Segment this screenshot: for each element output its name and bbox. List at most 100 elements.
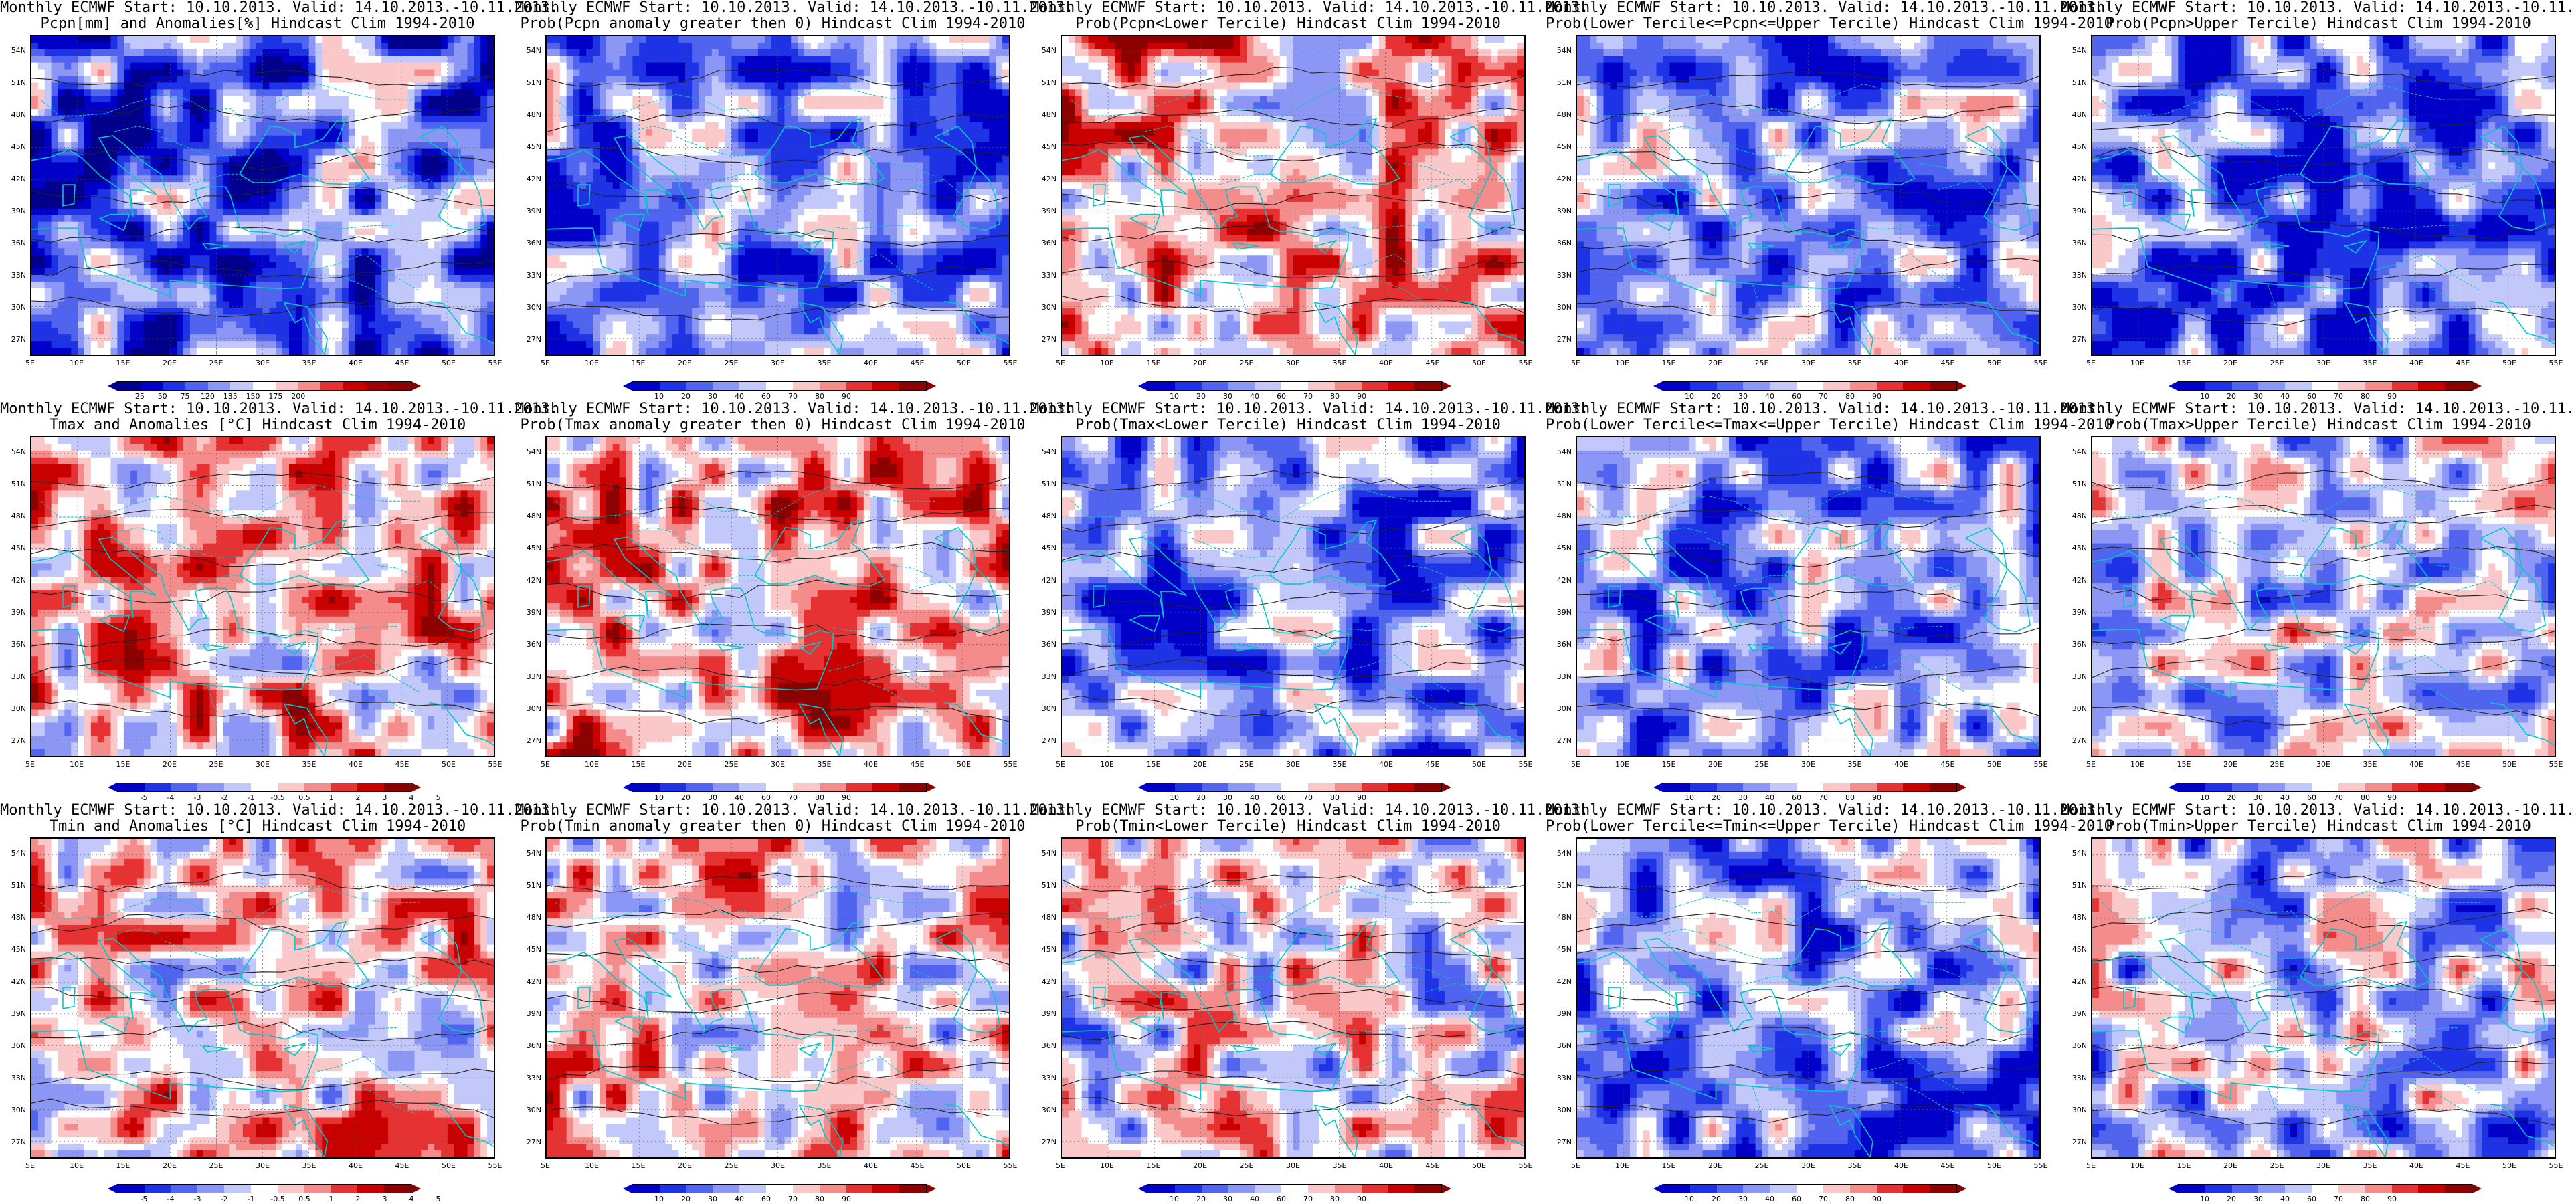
colorbar-swatch [1689,783,1717,791]
colorbar-tick-label: 10 [2191,1195,2218,1203]
colorbar-swatch [2391,783,2419,791]
panel-title-line1: Monthly ECMWF Start: 10.10.2013. Valid: … [515,803,1073,819]
latitude-tick-label: 27N [521,335,541,344]
colorbar-swatch [275,382,298,390]
colorbar-swatch [331,1185,358,1193]
colorbar-tick-label: 1 [318,793,345,802]
longitude-tick-label: 45E [1934,359,1961,367]
colorbar-tick-label: 70 [2325,392,2352,401]
colorbar-swatch [2365,1185,2392,1193]
colorbar-tick-label: -0.5 [264,793,291,802]
forecast-panel: Monthly ECMWF Start: 10.10.2013. Valid: … [1546,401,2113,803]
longitude-tick-label: 50E [951,359,978,367]
colorbar-tick-label: 20 [1703,392,1730,401]
latitude-tick-label: 27N [2067,736,2087,745]
colorbar-tick-label: 20 [2218,1195,2245,1203]
panel-title-line2: Tmax and Anomalies [°C] Hindcast Clim 19… [0,417,515,433]
colorbar-swatch [118,382,141,390]
latitude-tick-label: 39N [2067,608,2087,617]
longitude-tick-label: 45E [2450,359,2476,367]
panel-title-line1: Monthly ECMWF Start: 10.10.2013. Valid: … [2061,803,2576,819]
colorbar-swatch [1307,783,1335,791]
colorbar-tick-label: 1 [318,1195,345,1203]
colorbar-swatch [1903,783,1930,791]
colorbar-swatch [846,1185,873,1193]
colorbar-max-arrow [2472,1184,2482,1193]
colorbar-tick-label: 200 [285,392,312,401]
latitude-tick-label: 51N [1552,480,1572,488]
panel-title-line2: Prob(Tmax anomaly greater then 0) Hindca… [515,417,1030,433]
colorbar-tick-label: 40 [726,793,753,802]
longitude-tick-label: 40E [2403,359,2430,367]
longitude-tick-label: 30E [2310,1161,2337,1170]
colorbar-swatch [686,783,713,791]
longitude-tick-label: 55E [997,1161,1024,1170]
colorbar-swatch [1770,382,1797,390]
colorbar [2178,1184,2472,1193]
colorbar [117,1184,411,1193]
longitude-tick-label: 30E [1280,760,1307,769]
colorbar-swatch [1930,382,1956,390]
panel-title-line2: Prob(Tmin<Lower Tercile) Hindcast Clim 1… [1030,819,1546,835]
latitude-tick-label: 45N [1552,142,1572,151]
colorbar-swatch [1663,1185,1690,1193]
colorbar-tick-label: 25 [126,392,153,401]
colorbar-swatch [197,1185,225,1193]
longitude-tick-label: 15E [2171,359,2197,367]
colorbar-swatch [872,783,900,791]
colorbar-tick-label: 90 [1863,392,1890,401]
colorbar-swatch [1797,783,1823,791]
forecast-map [2091,837,2556,1159]
colorbar-tick-label: -0.5 [264,1195,291,1203]
longitude-tick-label: 5E [1562,1161,1589,1170]
colorbar-swatch [1228,783,1255,791]
longitude-tick-label: 5E [17,359,43,367]
latitude-tick-label: 30N [6,303,26,312]
longitude-tick-label: 50E [2496,359,2523,367]
longitude-tick-label: 45E [389,760,416,769]
colorbar-max-arrow [411,381,421,391]
forecast-map [1061,35,1526,356]
colorbar-swatch [1797,1185,1823,1193]
colorbar-swatch [686,382,713,390]
colorbar-tick-label: 30 [2245,793,2272,802]
colorbar-swatch [2365,382,2392,390]
colorbar-swatch [384,783,411,791]
colorbar-tick-label: 80 [806,392,833,401]
colorbar-swatch [872,1185,900,1193]
colorbar-tick-label: 40 [2272,793,2298,802]
colorbar-min-arrow [1138,783,1147,792]
colorbar [117,783,411,792]
latitude-tick-label: 45N [521,945,541,954]
colorbar-tick-label: 30 [2245,1195,2272,1203]
forecast-panel: Monthly ECMWF Start: 10.10.2013. Valid: … [1030,401,1588,803]
longitude-tick-label: 15E [1655,760,1682,769]
latitude-tick-label: 48N [521,110,541,119]
longitude-tick-label: 35E [1841,760,1868,769]
colorbar-swatch [224,1185,252,1193]
colorbar-swatch [1930,783,1956,791]
colorbar-tick-label: 20 [1188,392,1214,401]
latitude-tick-label: 42N [2067,175,2087,183]
longitude-tick-label: 55E [1512,359,1539,367]
colorbar-tick-label: 60 [1268,793,1295,802]
colorbar-tick-label: 90 [1863,793,1890,802]
longitude-tick-label: 15E [110,1161,136,1170]
longitude-tick-label: 40E [1888,760,1915,769]
longitude-tick-label: 50E [436,760,462,769]
map-field [31,839,494,1157]
colorbar-tick-label: 40 [1756,793,1783,802]
longitude-tick-label: 50E [1981,760,2008,769]
longitude-tick-label: 5E [532,1161,559,1170]
colorbar-tick-label: 30 [1214,1195,1241,1203]
colorbar-max-arrow [1442,381,1451,391]
longitude-tick-label: 45E [2450,760,2476,769]
colorbar-swatch [1823,1185,1850,1193]
longitude-tick-label: 15E [2171,760,2197,769]
colorbar-tick-label: 2 [345,793,371,802]
colorbar [1663,783,1957,792]
latitude-tick-label: 51N [521,78,541,87]
colorbar-tick-label: -3 [184,1195,211,1203]
colorbar-swatch [2285,382,2312,390]
colorbar-tick-label: 10 [646,793,672,802]
